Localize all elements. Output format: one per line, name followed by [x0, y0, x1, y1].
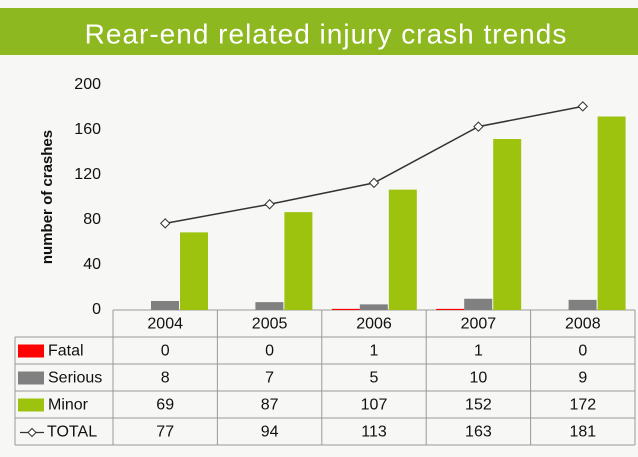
bar	[255, 302, 284, 310]
bar	[284, 212, 313, 310]
bar	[151, 301, 179, 310]
line-marker	[473, 121, 484, 132]
table-cell: 1	[474, 343, 483, 360]
table-cell: 113	[361, 424, 387, 441]
bar	[436, 308, 465, 310]
table-cell: 87	[261, 397, 279, 414]
bar	[568, 299, 597, 310]
y-tick-label: 80	[83, 211, 101, 228]
x-tick-label: 2006	[356, 316, 392, 333]
table-cell: 0	[265, 343, 274, 360]
y-tick-label: 0	[92, 301, 101, 318]
table-cell: 0	[578, 343, 587, 360]
table-cell: 8	[161, 370, 170, 387]
line-marker	[577, 101, 589, 112]
x-tick-label: 2008	[565, 316, 601, 333]
bar	[331, 308, 360, 310]
y-axis-label: number of crashes	[39, 130, 56, 264]
legend-label: TOTAL	[47, 424, 97, 441]
line-marker	[159, 218, 171, 229]
table-cell: 1	[370, 343, 379, 360]
table-cell: 152	[465, 397, 492, 414]
legend-swatch	[18, 344, 44, 358]
legend-marker	[27, 427, 37, 438]
table-cell: 69	[156, 397, 174, 414]
table-cell: 0	[161, 343, 170, 360]
bar	[464, 298, 493, 310]
bar	[388, 189, 417, 310]
legend-label: Fatal	[48, 343, 84, 360]
legend-label: Minor	[48, 397, 89, 414]
y-tick-label: 120	[74, 166, 101, 183]
legend-swatch	[18, 398, 44, 412]
bar	[180, 232, 208, 310]
table-cell: 181	[569, 424, 596, 441]
table-cell: 9	[578, 370, 587, 387]
table-cell: 5	[370, 370, 379, 387]
bar	[493, 139, 522, 310]
table-cell: 77	[156, 424, 174, 441]
legend-swatch	[18, 371, 44, 385]
y-tick-label: 40	[83, 256, 101, 273]
x-tick-label: 2005	[252, 316, 288, 333]
chart-title: Rear-end related injury crash trends	[85, 18, 568, 49]
table-cell: 94	[261, 424, 279, 441]
table-cell: 163	[465, 424, 492, 441]
table-cell: 7	[265, 370, 274, 387]
x-tick-label: 2004	[147, 316, 183, 333]
x-tick-label: 2007	[461, 316, 497, 333]
line-marker	[368, 177, 380, 189]
title-bar	[0, 8, 638, 55]
y-tick-label: 200	[74, 76, 101, 93]
line-marker	[264, 199, 275, 210]
legend-label: Serious	[48, 370, 102, 387]
table-cell: 107	[361, 397, 388, 414]
y-tick-label: 160	[74, 121, 101, 138]
table-cell: 172	[569, 397, 596, 414]
bar	[597, 116, 626, 310]
table-cell: 10	[470, 370, 488, 387]
bar	[359, 304, 388, 310]
